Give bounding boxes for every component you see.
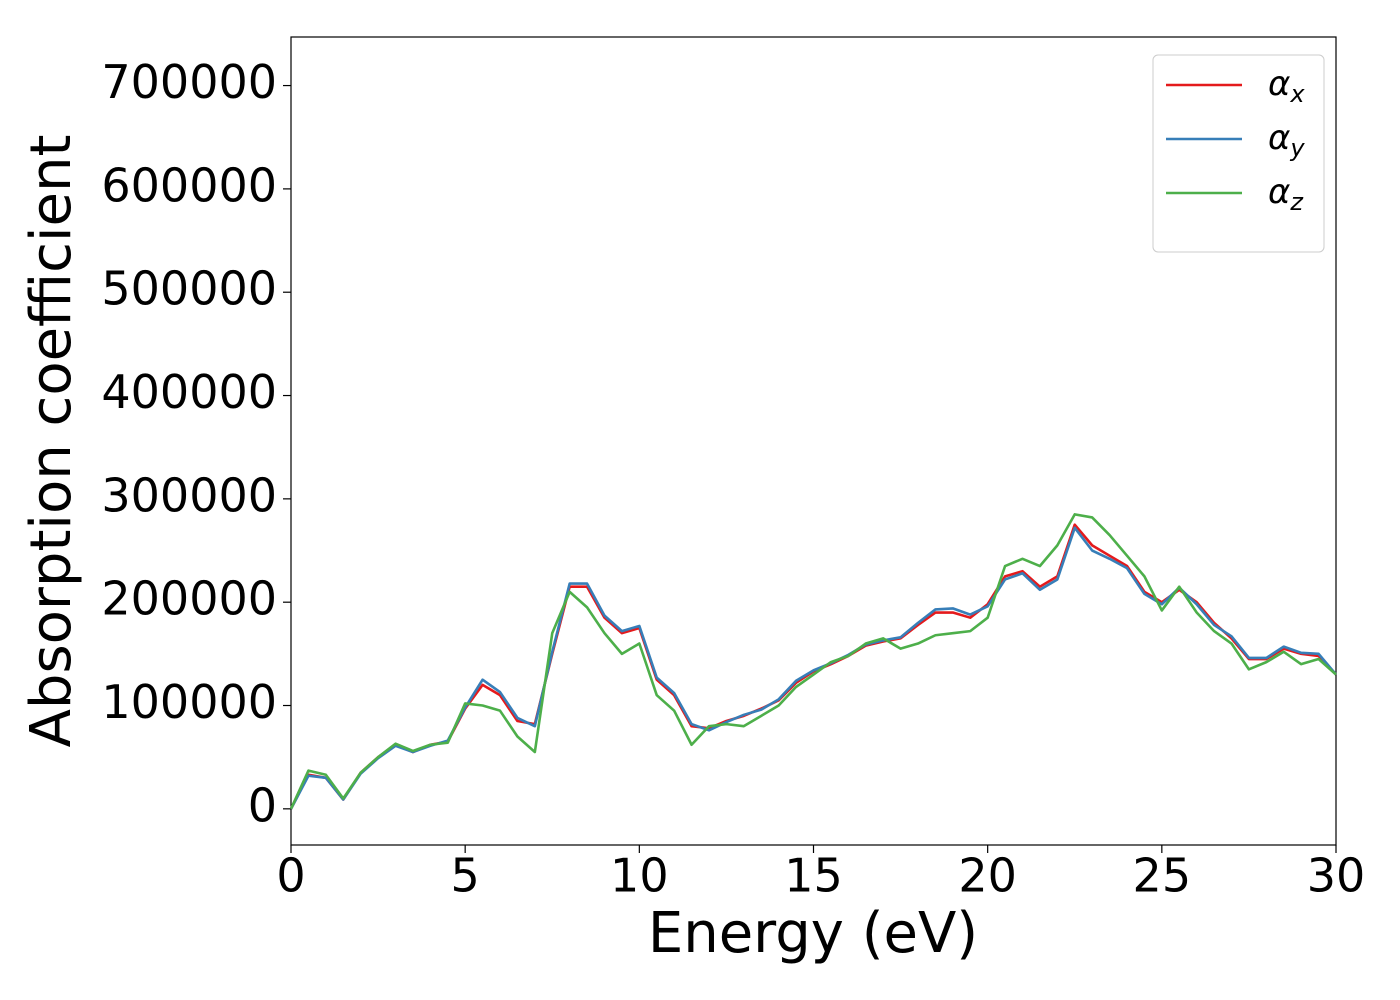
x-axis-label: Energy (eV) [648,901,978,966]
x-tick-label: 20 [958,849,1017,903]
data-line [289,523,1337,810]
y-tick-label: 600000 [101,158,277,212]
x-tick-label: 10 [610,849,669,903]
y-tick-label: 200000 [101,572,277,626]
x-tick-label: 30 [1307,849,1366,903]
y-tick-label: 700000 [101,55,277,109]
legend-label: αx [1268,64,1305,109]
legend-label: αy [1268,118,1305,163]
y-tick-label: 300000 [101,468,277,522]
legend-box [1152,54,1325,253]
y-axis-label: Absorption coefficient [19,135,84,748]
y-tick-label: 400000 [101,365,277,419]
x-tick-label: 0 [276,849,305,903]
data-line [289,513,1337,810]
data-line [289,526,1337,810]
y-tick-label: 100000 [101,675,277,729]
y-tick-label: 500000 [101,262,277,316]
legend-label: αz [1268,172,1304,217]
y-tick-label: 0 [248,778,277,832]
x-tick-label: 25 [1133,849,1192,903]
x-tick-label: 5 [451,849,480,903]
x-tick-label: 15 [784,849,843,903]
